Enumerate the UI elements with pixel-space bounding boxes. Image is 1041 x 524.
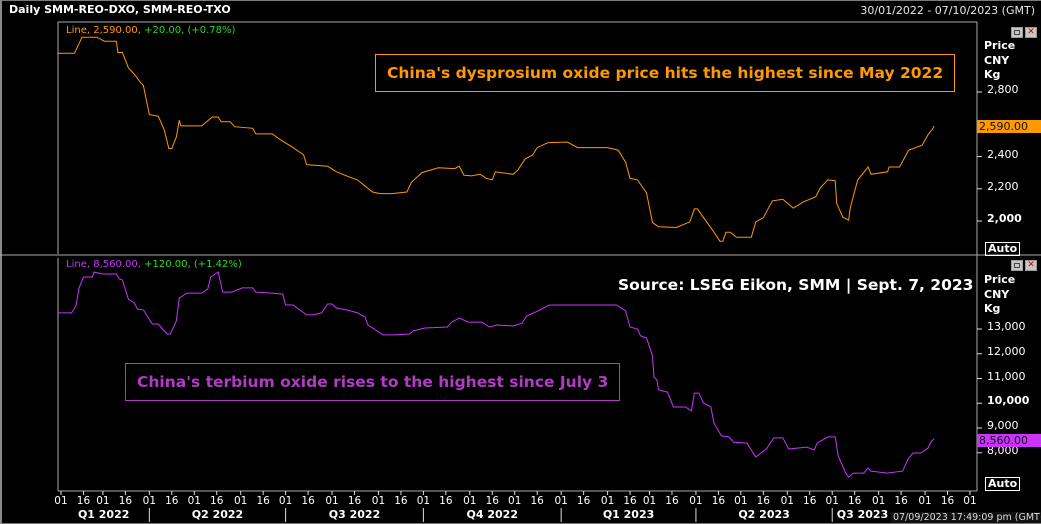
unit-label: Price CNY Kg	[984, 273, 1016, 315]
x-tick-label: 16	[894, 495, 908, 507]
x-tick-marks	[60, 491, 971, 522]
legend-dysprosium: Line, 2,590.00, +20.00, (+0.78%)	[66, 25, 235, 36]
auto-scale-button[interactable]: Auto	[985, 477, 1021, 491]
source-note: Source: LSEG Eikon, SMM | Sept. 7, 2023	[618, 276, 974, 294]
x-tick-label: 01	[963, 495, 977, 507]
quarter-label: Q2 2022	[191, 508, 244, 521]
x-tick-label: 16	[803, 495, 817, 507]
close-icon[interactable]: ✕	[1025, 260, 1037, 271]
x-tick-label: 01	[600, 495, 615, 507]
x-tick-label: 01	[416, 495, 431, 507]
terbium-annotation: China's terbium oxide rises to the highe…	[125, 363, 621, 401]
x-tick-label: 16	[756, 495, 770, 507]
x-tick-label: 16	[394, 495, 408, 507]
y-tick-label: 2,000	[987, 212, 1022, 225]
x-tick-label: 01	[508, 495, 522, 507]
legend-change: +20.00, (+0.78%)	[144, 25, 236, 36]
terbium-price-line	[58, 271, 935, 478]
x-tick-label: 16	[76, 495, 91, 507]
legend-last: 8,560.00,	[93, 259, 145, 270]
restore-icon[interactable]	[1011, 27, 1023, 38]
x-tick-label: 01	[825, 495, 839, 507]
x-tick-label: 16	[623, 495, 637, 507]
x-tick-label: 16	[940, 495, 955, 507]
x-tick-label: 16	[665, 495, 679, 507]
x-tick-label: 01	[54, 495, 68, 507]
auto-scale-button[interactable]: Auto	[985, 242, 1021, 256]
legend-type: Line,	[66, 259, 94, 270]
x-tick-label: 16	[118, 495, 133, 507]
x-tick-label: 01	[918, 495, 932, 507]
x-tick-label: 16	[847, 495, 862, 507]
y-tick-label: 11,000	[987, 370, 1026, 383]
legend-terbium: Line, 8,560.00, +120.00, (+1.42%)	[66, 259, 242, 270]
quarter-label: Q1 2023	[602, 508, 655, 521]
quarter-label: Q3 2023	[836, 508, 889, 521]
y-tick-label: 2,200	[987, 180, 1019, 193]
x-tick-label: 16	[485, 495, 499, 507]
x-tick-label: 01	[187, 495, 201, 507]
x-tick-label: 01	[463, 495, 477, 507]
x-tick-label: 16	[530, 495, 544, 507]
x-tick-label: 01	[554, 495, 568, 507]
unit-label: Price CNY Kg	[984, 39, 1016, 81]
x-tick-label: 01	[734, 495, 748, 507]
legend-change: +120.00, (+1.42%)	[144, 259, 242, 270]
x-tick-label: 16	[576, 495, 591, 507]
legend-last: 2,590.00,	[93, 25, 145, 36]
y-tick-label: 9,000	[987, 419, 1019, 432]
y-tick-label: 8,000	[987, 444, 1019, 457]
x-tick-label: 01	[642, 495, 657, 507]
x-tick-label: 16	[711, 495, 726, 507]
current-value-badge: 2,590.00	[977, 120, 1041, 133]
x-tick-label: 01	[371, 495, 386, 507]
x-tick-label: 01	[142, 495, 157, 507]
y-ticks-bottom	[977, 328, 982, 454]
x-tick-label: 01	[871, 495, 886, 507]
chart-title: Daily SMM-REO-DXO, SMM-REO-TXO	[9, 3, 231, 16]
restore-icon[interactable]	[1011, 260, 1023, 271]
quarter-label: Q3 2022	[328, 508, 381, 521]
x-tick-label: 01	[325, 495, 339, 507]
quarter-label: Q4 2022	[466, 508, 518, 521]
x-tick-label: 16	[439, 495, 453, 507]
x-tick-label: 16	[347, 495, 362, 507]
x-tick-label: 01	[234, 495, 248, 507]
x-tick-label: 16	[256, 495, 270, 507]
y-tick-label: 13,000	[987, 320, 1026, 333]
timestamp: 07/09/2023 17:49:09 pm (GMT+7)	[891, 512, 1041, 523]
x-tick-label: 01	[278, 495, 293, 507]
quarter-label: Q2 2023	[738, 508, 790, 521]
date-range[interactable]: 30/01/2022 - 07/10/2023 (GMT)	[860, 4, 1035, 17]
dysprosium-annotation: China's dysprosium oxide price hits the …	[375, 54, 956, 92]
legend-type: Line,	[66, 25, 94, 36]
current-value-badge: 8,560.00	[977, 434, 1041, 447]
x-tick-label: 01	[689, 495, 703, 507]
y-ticks-top	[977, 91, 982, 222]
x-tick-label: 16	[165, 495, 179, 507]
x-tick-label: 01	[96, 495, 110, 507]
y-tick-label: 12,000	[987, 345, 1026, 358]
close-icon[interactable]: ✕	[1025, 27, 1037, 38]
dysprosium-price-line	[58, 36, 935, 242]
x-tick-label: 01	[780, 495, 794, 507]
y-tick-label: 2,800	[987, 83, 1019, 96]
x-tick-label: 16	[210, 495, 224, 507]
y-tick-label: 2,400	[987, 148, 1019, 161]
y-tick-label: 10,000	[987, 394, 1030, 407]
quarter-label: Q1 2022	[77, 508, 130, 521]
x-tick-label: 16	[301, 495, 315, 507]
